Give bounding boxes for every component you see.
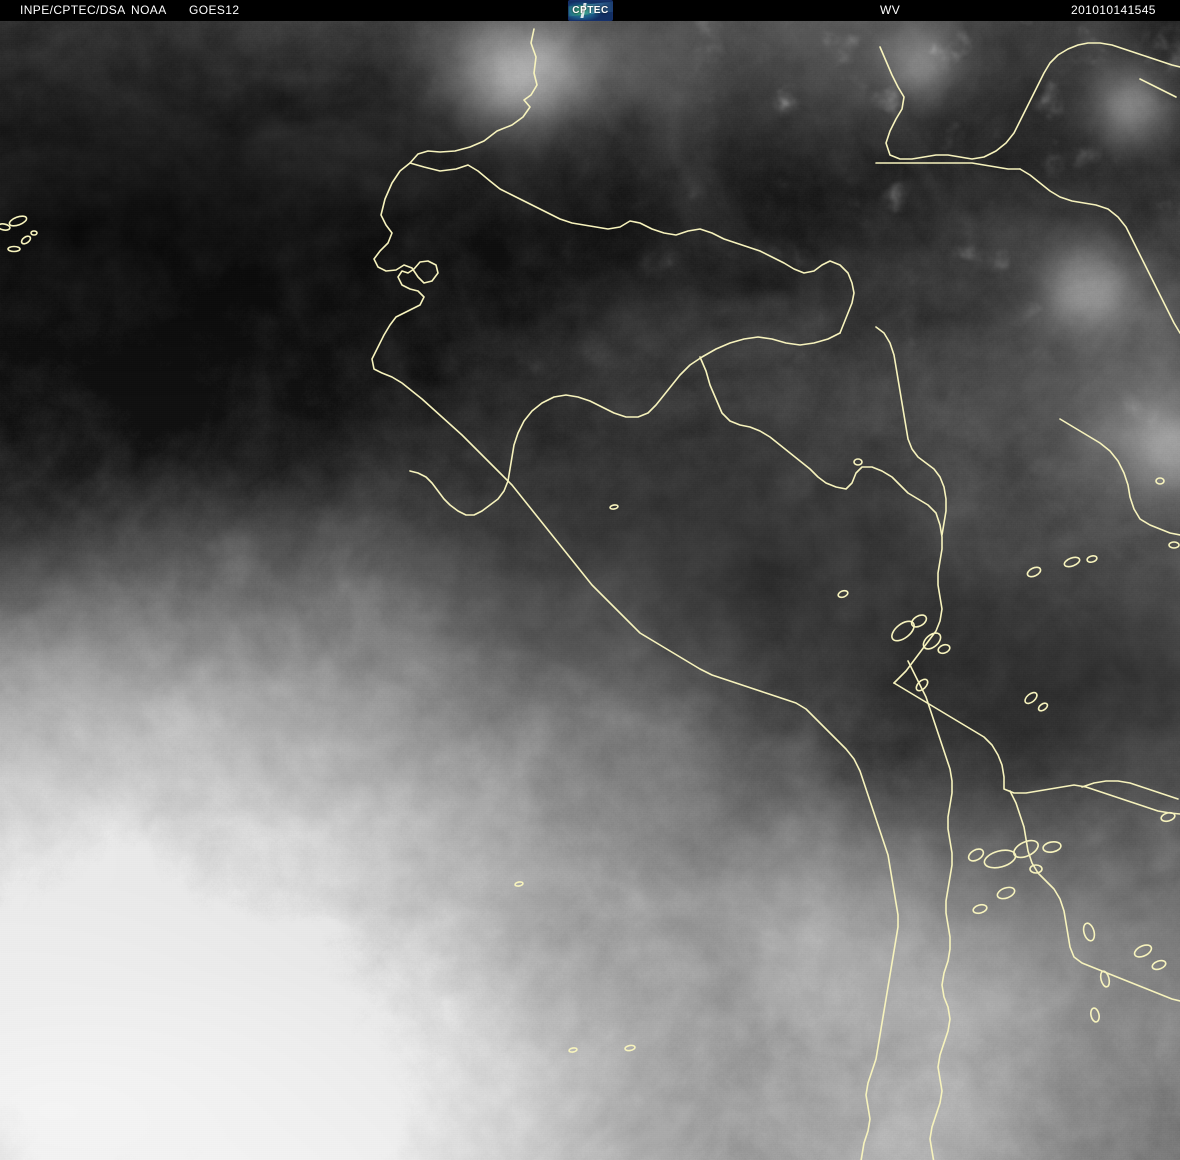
geo-feature-outline-10 [983,849,1017,869]
geo-feature-outline-18 [1037,702,1049,712]
geo-feature-outline-21 [1086,555,1098,563]
satellite-label: GOES12 [189,3,240,17]
header-bar: INPE/CPTEC/DSA NOAA GOES12 CPTEC WV 2010… [0,0,1180,21]
border-line-brazilCoastNE [1139,78,1177,98]
border-line-colVenNorth [879,42,1180,160]
geo-feature-outline-6 [910,614,928,628]
timestamp-label: 201010141545 [1071,3,1156,17]
geo-feature-outline-16 [1029,864,1043,874]
geo-feature-outline-14 [996,886,1016,900]
geo-feature-outline-32 [1151,959,1167,971]
border-line-bolBrazil [893,682,1180,815]
border-line-andesCrest [907,660,953,1160]
geo-feature-outline-7 [922,632,942,650]
geo-feature-outline-35 [1155,477,1165,485]
geo-feature-outline-28 [1082,922,1096,942]
geo-feature-outline-1 [0,223,11,231]
geo-feature-outline-2 [20,235,32,245]
geo-feature-outline-30 [1090,1007,1100,1023]
geo-feature-outline-31 [1133,944,1153,958]
geo-feature-outline-27 [624,1044,636,1052]
cptec-logo-text: CPTEC [572,5,609,16]
geo-feature-outline-29 [1099,970,1111,988]
border-line-argEast [1009,790,1180,1002]
geo-feature-outline-25 [514,881,524,887]
geo-feature-outline-5 [891,620,915,642]
border-line-bolBorderB [875,326,947,536]
geo-feature-outline-3 [7,245,21,253]
satellite-image[interactable] [0,21,1180,1160]
border-line-brazilNorthLine [875,162,1021,170]
border-line-ecColBorder [409,162,855,334]
geo-feature-outline-33 [1160,811,1176,823]
geo-feature-outline-15 [972,903,988,915]
geo-feature-outline-17 [1024,691,1038,705]
border-line-ecPeruBorder [409,332,841,516]
border-line-westCoast [371,28,899,1160]
geo-feature-outline-9 [915,678,929,692]
geo-feature-outline-26 [568,1047,578,1053]
institute-label: INPE/CPTEC/DSA [20,3,126,17]
geo-feature-outline-13 [967,848,985,862]
geo-feature-outline-23 [853,458,863,466]
cptec-logo[interactable]: CPTEC [568,0,613,21]
channel-label: WV [880,3,901,17]
geo-feature-outline-4 [30,230,38,236]
geo-feature-outline-22 [837,589,849,599]
coastline-border-overlay [0,28,1180,1160]
geo-feature-outline-0 [8,215,28,227]
geo-feature-outline-11 [1013,839,1039,859]
geo-feature-outline-19 [1026,566,1042,578]
border-line-brazilMid [1059,418,1180,536]
geo-feature-outline-20 [1063,556,1081,568]
geo-feature-outline-34 [1168,541,1180,549]
border-line-peruEast [699,356,943,684]
geo-feature-outline-12 [1042,841,1062,853]
agency-label: NOAA [131,3,167,17]
geo-feature-outline-8 [937,643,951,655]
geo-feature-outline-24 [609,504,619,510]
border-line-brazilNE [1019,168,1180,334]
border-line-brazilCoastR [1081,780,1179,800]
